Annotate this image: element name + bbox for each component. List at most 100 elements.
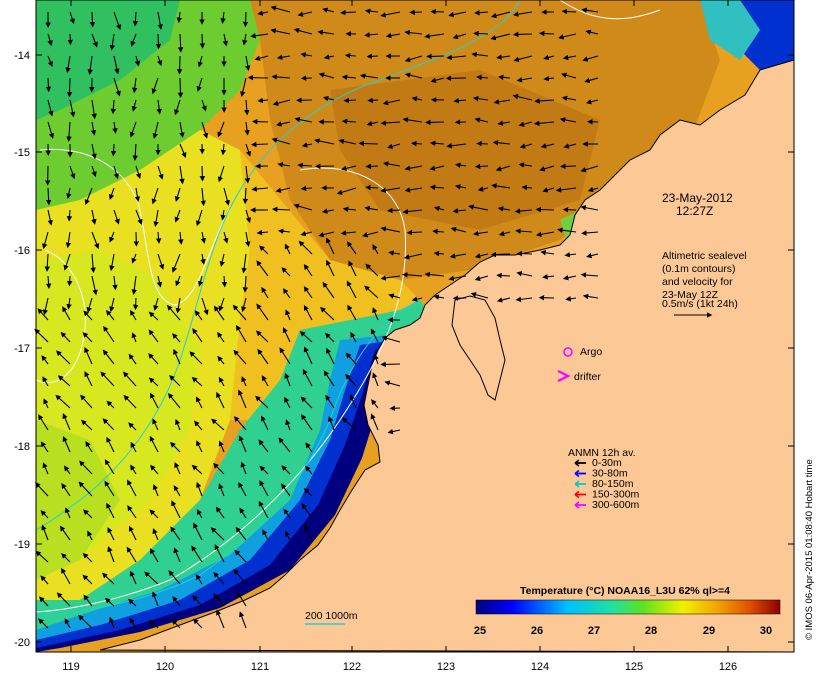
velocity-arrow: [218, 376, 225, 387]
velocity-arrow: [69, 11, 75, 25]
drifter-marker: [557, 370, 571, 382]
velocity-arrow: [221, 275, 228, 288]
velocity-arrow: [318, 72, 335, 79]
velocity-arrow: [91, 143, 97, 160]
velocity-arrow: [173, 348, 181, 365]
velocity-arrow: [43, 398, 49, 409]
colorbar-tick-label: 29: [703, 625, 715, 637]
velocity-arrow: [533, 120, 555, 127]
velocity-arrow: [251, 186, 269, 192]
velocity-arrow: [341, 74, 357, 80]
velocity-arrow: [129, 617, 137, 629]
velocity-arrow: [242, 11, 249, 28]
velocity-arrow: [254, 55, 269, 61]
velocity-arrow: [346, 241, 357, 255]
svg-text:Altimetric sealevel: Altimetric sealevel: [662, 250, 747, 262]
velocity-arrow: [285, 530, 291, 541]
velocity-arrow: [178, 231, 184, 245]
isobaths: [35, 0, 521, 617]
velocity-arrow: [128, 353, 137, 365]
velocity-arrow: [173, 485, 181, 497]
velocity-arrow: [562, 274, 577, 281]
velocity-arrow: [47, 55, 53, 68]
velocity-arrow: [326, 259, 335, 277]
velocity-arrow: [149, 435, 159, 453]
velocity-arrow: [196, 508, 203, 519]
velocity-arrow: [168, 570, 181, 585]
velocity-arrow: [284, 372, 291, 387]
velocity-arrow: [103, 325, 115, 343]
velocity-arrow: [131, 332, 137, 343]
velocity-arrow: [535, 206, 555, 213]
velocity-arrow: [300, 414, 313, 431]
velocity-arrow: [372, 307, 379, 321]
velocity-arrow: [102, 349, 115, 365]
velocity-arrow: [196, 481, 203, 497]
colorbar-tick-label: 30: [760, 625, 772, 637]
argo-label: Argo: [580, 346, 602, 358]
velocity-arrow: [201, 99, 207, 112]
velocity-arrow: [179, 165, 185, 185]
legend-item: 0-30m: [574, 457, 622, 469]
velocity-arrow: [380, 275, 401, 281]
velocity-arrow: [214, 544, 225, 563]
velocity-arrow: [40, 441, 49, 453]
velocity-arrow: [580, 272, 599, 278]
velocity-arrow: [322, 95, 335, 102]
velocity-arrow: [380, 226, 401, 233]
velocity-arrow: [41, 355, 49, 365]
velocity-arrow: [512, 93, 533, 101]
lon-tick-label: 126: [719, 661, 737, 673]
velocity-arrow: [108, 187, 115, 200]
velocity-arrow: [129, 525, 137, 541]
velocity-arrow: [245, 209, 252, 224]
velocity-arrow: [56, 592, 71, 607]
velocity-arrow: [561, 8, 577, 15]
velocity-arrow: [130, 441, 137, 453]
velocity-arrow: [41, 524, 49, 541]
velocity-arrow: [281, 465, 291, 475]
velocity-arrow: [472, 230, 489, 237]
velocity-arrow: [279, 347, 291, 365]
velocity-arrow: [340, 230, 357, 236]
velocity-arrow: [66, 121, 72, 142]
velocity-arrow: [233, 416, 247, 431]
anmn-legend: ANMN 12h av. 0-30m30-80m80-150m150-300m3…: [568, 447, 640, 511]
velocity-arrow: [433, 206, 445, 212]
velocity-arrow: [166, 304, 181, 321]
velocity-arrow: [387, 428, 401, 435]
velocity-arrow: [342, 206, 357, 212]
velocity-arrow: [109, 616, 115, 629]
velocity-arrow: [196, 440, 203, 453]
land: [99, 59, 795, 653]
velocity-arrow: [237, 591, 247, 607]
velocity-arrow: [234, 549, 247, 563]
velocity-arrow: [104, 459, 115, 475]
velocity-arrow: [61, 553, 71, 563]
velocity-arrow: [496, 272, 511, 279]
colorbar-tick-label: 27: [588, 625, 600, 637]
velocity-arrow: [200, 253, 206, 265]
velocity-arrow: [340, 9, 357, 16]
velocity-arrow: [170, 526, 181, 541]
velocity-arrow: [200, 187, 206, 207]
velocity-arrow: [112, 121, 118, 134]
velocity-arrow: [474, 253, 489, 259]
velocity-arrow: [321, 208, 335, 214]
velocity-arrow: [258, 439, 269, 453]
velocity-arrow: [283, 508, 291, 519]
velocity-arrow: [317, 29, 335, 36]
velocity-arrow: [262, 529, 269, 541]
legend-item: 30-80m: [574, 468, 628, 480]
velocity-arrow: [562, 54, 577, 61]
svg-text:(0.1m contours): (0.1m contours): [662, 263, 736, 275]
velocity-arrow: [490, 33, 511, 41]
velocity-arrow: [106, 400, 115, 409]
velocity-arrow: [107, 546, 115, 563]
velocity-arrow: [341, 165, 357, 172]
velocity-arrow: [585, 99, 599, 105]
velocity-arrow: [388, 250, 401, 256]
velocity-arrows: [34, 5, 599, 629]
velocity-arrow: [134, 55, 141, 67]
velocity-arrow: [83, 310, 93, 321]
